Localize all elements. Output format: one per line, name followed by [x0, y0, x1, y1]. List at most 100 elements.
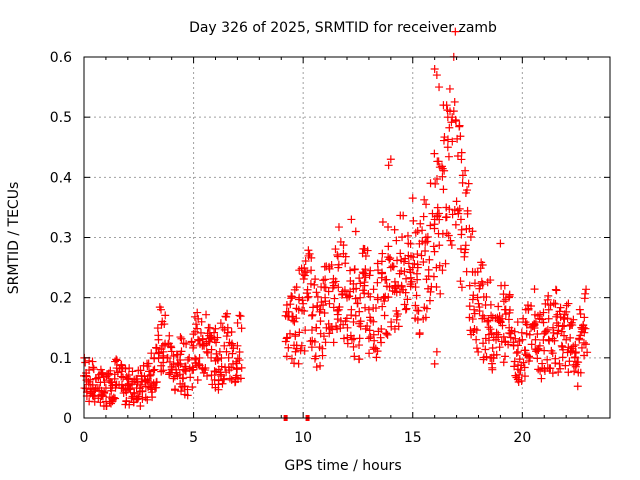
data-point: [556, 364, 565, 373]
data-point: [421, 313, 430, 322]
data-point: [195, 336, 204, 345]
data-point: [97, 368, 106, 377]
data-point: [207, 353, 216, 362]
data-point: [551, 359, 560, 368]
data-point: [146, 370, 155, 379]
data-point: [167, 347, 176, 356]
data-point: [180, 390, 189, 399]
data-point: [176, 333, 185, 342]
data-point: [154, 331, 163, 340]
data-point: [361, 252, 370, 261]
data-point: [89, 365, 98, 374]
data-point: [524, 352, 533, 361]
data-point: [566, 333, 575, 342]
data-point: [468, 295, 477, 304]
data-point: [300, 346, 309, 355]
data-point: [155, 348, 164, 357]
data-point: [223, 309, 232, 318]
data-point: [444, 152, 453, 161]
data-point: [188, 383, 197, 392]
data-point: [355, 307, 364, 316]
data-point: [373, 259, 382, 268]
data-point: [524, 305, 533, 314]
data-point: [447, 241, 456, 250]
data-point: [468, 227, 477, 236]
data-point: [540, 346, 549, 355]
data-point: [165, 331, 174, 340]
data-point: [165, 370, 174, 379]
data-point: [388, 262, 397, 271]
data-point: [506, 333, 515, 342]
data-point: [355, 334, 364, 343]
data-point: [446, 236, 455, 245]
data-point: [300, 263, 309, 272]
data-point: [333, 250, 342, 259]
data-point: [100, 378, 109, 387]
data-point: [179, 373, 188, 382]
data-point: [384, 242, 393, 251]
data-point: [561, 361, 570, 370]
data-point: [458, 171, 467, 180]
data-point: [378, 249, 387, 258]
data-point: [210, 328, 219, 337]
data-point: [560, 331, 569, 340]
data-point: [403, 231, 412, 240]
x-tick-label: 15: [404, 430, 422, 446]
data-point: [236, 312, 245, 321]
data-point: [137, 372, 146, 381]
data-point: [505, 306, 514, 315]
data-point: [193, 308, 202, 317]
data-point: [182, 340, 191, 349]
data-point: [558, 353, 567, 362]
data-point: [487, 359, 496, 368]
data-point: [514, 361, 523, 370]
data-point: [456, 277, 465, 286]
data-point: [478, 280, 487, 289]
data-point: [373, 278, 382, 287]
data-point: [400, 300, 409, 309]
data-point: [464, 179, 473, 188]
data-point: [111, 357, 120, 366]
data-point: [311, 352, 320, 361]
data-point: [579, 338, 588, 347]
data-point: [299, 274, 308, 283]
data-point: [499, 358, 508, 367]
data-point: [551, 285, 560, 294]
data-point: [396, 211, 405, 220]
data-point: [310, 337, 319, 346]
data-point: [390, 225, 399, 234]
data-point: [300, 306, 309, 315]
data-point: [505, 292, 514, 301]
data-point: [233, 354, 242, 363]
data-point: [435, 241, 444, 250]
data-point: [533, 354, 542, 363]
data-point: [545, 364, 554, 373]
data-point: [529, 321, 538, 330]
data-point: [397, 282, 406, 291]
data-point: [576, 368, 585, 377]
data-point: [406, 280, 415, 289]
data-point: [307, 266, 316, 275]
data-point: [421, 246, 430, 255]
data-point: [303, 285, 312, 294]
data-point: [432, 282, 441, 291]
data-point: [119, 373, 128, 382]
data-point: [554, 368, 563, 377]
data-point: [284, 343, 293, 352]
data-point: [296, 346, 305, 355]
data-point: [419, 257, 428, 266]
data-point: [441, 259, 450, 268]
data-point: [426, 179, 435, 188]
data-point: [299, 299, 308, 308]
data-point: [443, 143, 452, 152]
data-point: [512, 348, 521, 357]
data-point: [81, 358, 90, 367]
data-point: [498, 321, 507, 330]
data-point: [125, 384, 134, 393]
data-point: [361, 273, 370, 282]
y-tick-label: 0.4: [50, 170, 72, 186]
data-point: [484, 316, 493, 325]
data-point: [522, 351, 531, 360]
data-point: [150, 383, 159, 392]
data-point: [452, 117, 461, 126]
